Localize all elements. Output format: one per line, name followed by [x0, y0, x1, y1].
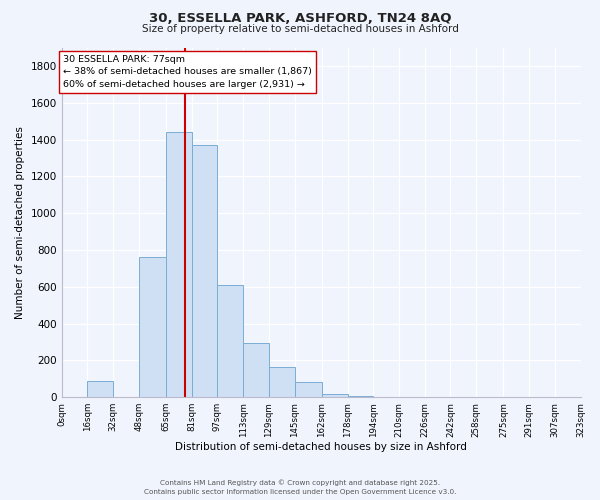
Bar: [347, 396, 373, 397]
Bar: [139, 258, 166, 397]
Bar: [243, 343, 269, 397]
Text: 30 ESSELLA PARK: 77sqm
← 38% of semi-detached houses are smaller (1,867)
60% of : 30 ESSELLA PARK: 77sqm ← 38% of semi-det…: [63, 55, 312, 89]
Bar: [217, 285, 243, 397]
Bar: [166, 132, 192, 397]
Text: Contains HM Land Registry data © Crown copyright and database right 2025.: Contains HM Land Registry data © Crown c…: [160, 480, 440, 486]
X-axis label: Distribution of semi-detached houses by size in Ashford: Distribution of semi-detached houses by …: [175, 442, 467, 452]
Bar: [269, 367, 295, 397]
Bar: [192, 145, 217, 397]
Text: 30, ESSELLA PARK, ASHFORD, TN24 8AQ: 30, ESSELLA PARK, ASHFORD, TN24 8AQ: [149, 12, 451, 26]
Text: Size of property relative to semi-detached houses in Ashford: Size of property relative to semi-detach…: [142, 24, 458, 34]
Text: Contains public sector information licensed under the Open Government Licence v3: Contains public sector information licen…: [144, 489, 456, 495]
Bar: [322, 394, 347, 397]
Bar: [295, 382, 322, 397]
Y-axis label: Number of semi-detached properties: Number of semi-detached properties: [15, 126, 25, 319]
Bar: [88, 380, 113, 397]
